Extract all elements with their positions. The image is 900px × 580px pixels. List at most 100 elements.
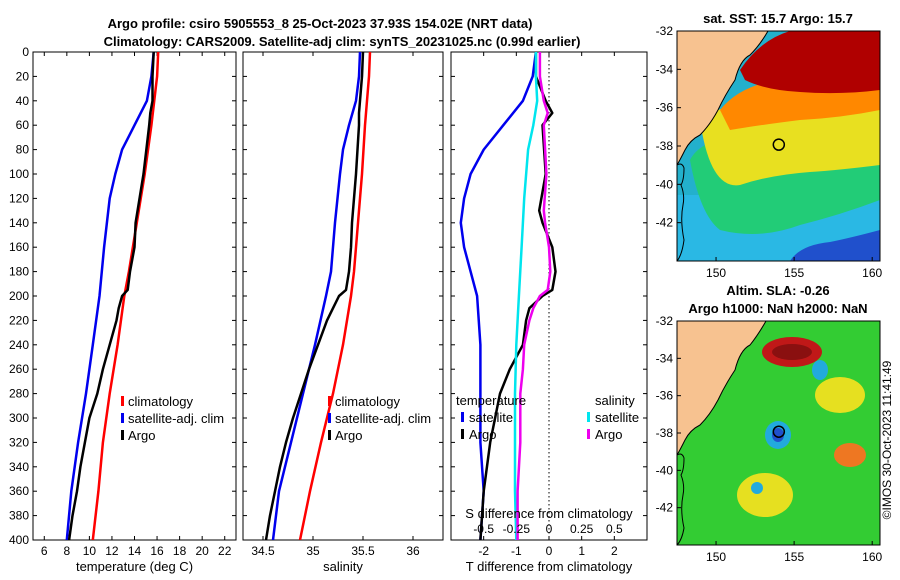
diff-series-temperature-satellite: [459, 52, 538, 540]
sal-diff-legend-label: satellite: [595, 410, 639, 425]
sla-yellow-south: [737, 473, 793, 517]
sla-argo-marker: [772, 425, 786, 438]
depth-tick-label: 340: [9, 460, 29, 474]
depth-tick-label: 40: [16, 94, 30, 108]
sla-orange-patch: [834, 443, 866, 467]
credit-text: ©IMOS 30-Oct-2023 11:41:49: [880, 360, 894, 519]
sal-legend-title: salinity: [595, 393, 635, 408]
sal-xtick-label: 35: [306, 544, 320, 558]
sst-argo-marker: [772, 138, 786, 151]
sla-blue-spot-2: [751, 482, 763, 494]
title-line-2: Climatology: CARS2009. Satellite-adj cli…: [104, 34, 581, 49]
sla-yellow-patch: [815, 377, 865, 413]
diff-xtick-label: 2: [611, 544, 618, 558]
temp-xtick-label: 16: [150, 544, 164, 558]
temp-xlabel: temperature (deg C): [76, 559, 193, 574]
diff-plot-area: [459, 52, 557, 540]
temp-legend-label: climatology: [128, 394, 194, 409]
sal-diff-legend-label: Argo: [595, 427, 622, 442]
depth-tick-label: 400: [9, 533, 29, 547]
sal-plot-area: [264, 52, 372, 540]
sst-lat-tick-label: -40: [656, 177, 674, 191]
sla-lat-tick-label: -34: [656, 351, 674, 365]
depth-tick-label: 160: [9, 240, 29, 254]
depth-tick-label: 120: [9, 191, 29, 205]
sal-xtick-label: 34.5: [251, 544, 275, 558]
sst-lat-tick-label: -32: [656, 24, 674, 38]
sal-panel: 34.5 35 35.5 36 salinity climatology satellite…: [242, 51, 444, 574]
temp-diff-legend-swatch: [461, 412, 464, 422]
title-line-1: Argo profile: csiro 5905553_8 25-Oct-202…: [108, 16, 533, 31]
sla-blue-spot: [812, 360, 828, 380]
temp-xtick-label: 8: [63, 544, 70, 558]
sal-xtick-label: 36: [406, 544, 420, 558]
sla-lat-tick-label: -38: [656, 426, 674, 440]
sal-series-argo: [264, 52, 365, 540]
sal-legend-label: climatology: [335, 394, 401, 409]
temp-xtick-label: 14: [128, 544, 142, 558]
temp-series-climatology: [91, 52, 160, 540]
temp-diff-legend-swatch: [461, 429, 464, 439]
sla-map: Altim. SLA: -0.26 Argo h1000: NaN h2000:…: [656, 283, 883, 564]
depth-tick-label: 60: [16, 118, 30, 132]
diff-series-salinity-argo: [516, 52, 552, 540]
temp-plot-area: [65, 52, 160, 540]
sla-lat-tick-label: -36: [656, 389, 674, 403]
depth-tick-label: 360: [9, 484, 29, 498]
diff-series-temperature-argo: [479, 52, 557, 540]
sst-lat-tick-label: -42: [656, 216, 674, 230]
sal-diff-axis-label: S difference from climatology: [465, 506, 633, 521]
sla-map-title-2: Argo h1000: NaN h2000: NaN: [688, 301, 867, 316]
temp-diff-legend-label: satellite: [469, 410, 513, 425]
temp-series-satellite-adj-clim: [65, 52, 155, 540]
temp-xtick-label: 12: [105, 544, 119, 558]
depth-tick-label: 280: [9, 387, 29, 401]
temp-panel: 6 8 10 12 14 16 18 20 22020406080100120140160180…: [9, 45, 237, 574]
diff-xtick-label: -1: [511, 544, 522, 558]
temp-series-argo: [67, 52, 155, 540]
sal-legend-swatch: [328, 430, 331, 440]
sla-land: [677, 321, 767, 456]
depth-tick-label: 300: [9, 411, 29, 425]
sst-eac-core: [740, 31, 880, 94]
temp-legend-swatch: [121, 413, 124, 423]
sal-diff-tick-label: -0.5: [473, 522, 494, 536]
temp-xtick-label: 20: [195, 544, 209, 558]
sst-map-ticks: 150 155 160 -32 -34 -36 -38 -40 -42: [656, 24, 883, 280]
depth-tick-label: 20: [16, 69, 30, 83]
diff-panel: -2 -1 0 1 2T difference from climatology -0.5…: [450, 51, 648, 574]
depth-tick-label: 80: [16, 143, 30, 157]
diff-xtick-label: 1: [578, 544, 585, 558]
temp-xtick-label: 18: [173, 544, 187, 558]
sst-lat-tick-label: -38: [656, 139, 674, 153]
depth-tick-label: 0: [22, 45, 29, 59]
sla-lon-tick-label: 160: [862, 550, 882, 564]
temp-xtick-label: 6: [41, 544, 48, 558]
sal-diff-tick-label: 0.5: [606, 522, 623, 536]
sst-coast-south: [677, 163, 685, 261]
sst-land: [677, 31, 769, 166]
sst-lon-tick-label: 155: [784, 266, 804, 280]
temp-diff-legend-label: Argo: [469, 427, 496, 442]
sal-axes-frame: [242, 51, 444, 541]
depth-tick-label: 240: [9, 338, 29, 352]
sla-lat-tick-label: -32: [656, 314, 674, 328]
temp-legend-swatch: [121, 430, 124, 440]
sst-lat-tick-label: -36: [656, 101, 674, 115]
temp-legend-label: Argo: [128, 428, 155, 443]
sla-map-ticks: 150 155 160 -32 -34 -36 -38 -40 -42: [656, 314, 883, 564]
temp-legend-swatch: [121, 396, 124, 406]
sal-legend-label: satellite-adj. clim: [335, 411, 431, 426]
sal-series-climatology: [298, 52, 372, 540]
depth-tick-label: 220: [9, 313, 29, 327]
sla-coast-south: [677, 453, 685, 545]
diff-series-salinity-satellite: [513, 52, 539, 540]
sal-diff-legend-swatch: [587, 429, 590, 439]
sla-low-core: [772, 428, 784, 442]
sal-xtick-label: 35.5: [351, 544, 375, 558]
sal-legend-swatch: [328, 396, 331, 406]
sla-map-title-1: Altim. SLA: -0.26: [726, 283, 829, 298]
diff-xtick-label: -2: [478, 544, 489, 558]
